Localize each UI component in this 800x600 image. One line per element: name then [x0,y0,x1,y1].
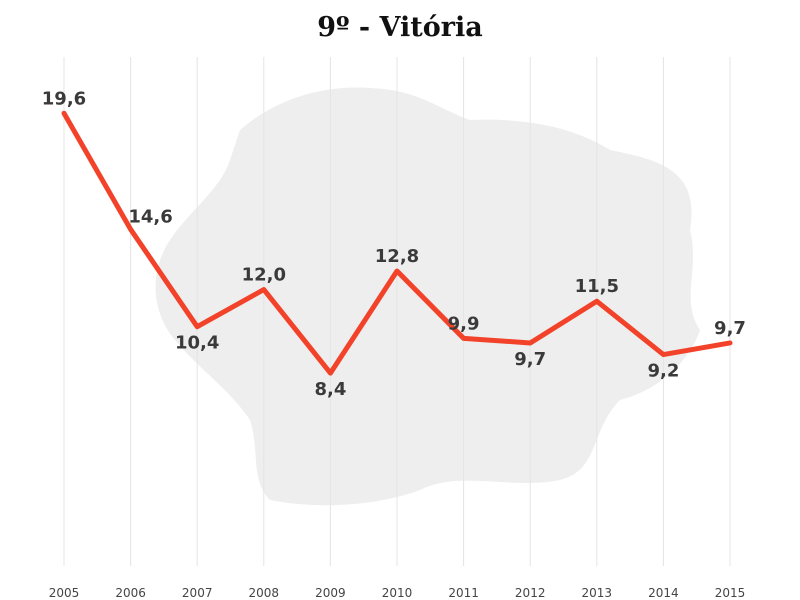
x-tick-label: 2009 [315,586,346,600]
x-tick-label: 2006 [115,586,146,600]
x-tick-label: 2005 [49,586,80,600]
data-label: 9,9 [448,313,480,334]
data-label: 11,5 [575,276,619,297]
data-label: 10,4 [175,333,219,354]
data-label: 19,6 [42,88,86,109]
x-tick-label: 2011 [448,586,479,600]
x-tick-label: 2015 [715,586,746,600]
chart-title: 9º - Vitória [317,12,483,43]
x-tick-label: 2008 [249,586,280,600]
data-label: 9,7 [714,318,746,339]
x-tick-label: 2013 [582,586,613,600]
x-tick-label: 2012 [515,586,546,600]
x-tick-label: 2010 [382,586,413,600]
data-label: 8,4 [314,379,346,400]
x-tick-label: 2014 [648,586,679,600]
data-label: 14,6 [128,206,172,227]
series-line [61,110,733,376]
data-label: 12,0 [242,265,286,286]
x-tick-label: 2007 [182,586,213,600]
data-label: 12,8 [375,246,419,267]
background-map-silhouette [155,87,700,506]
data-label: 9,2 [647,361,679,382]
data-label: 9,7 [514,349,546,370]
